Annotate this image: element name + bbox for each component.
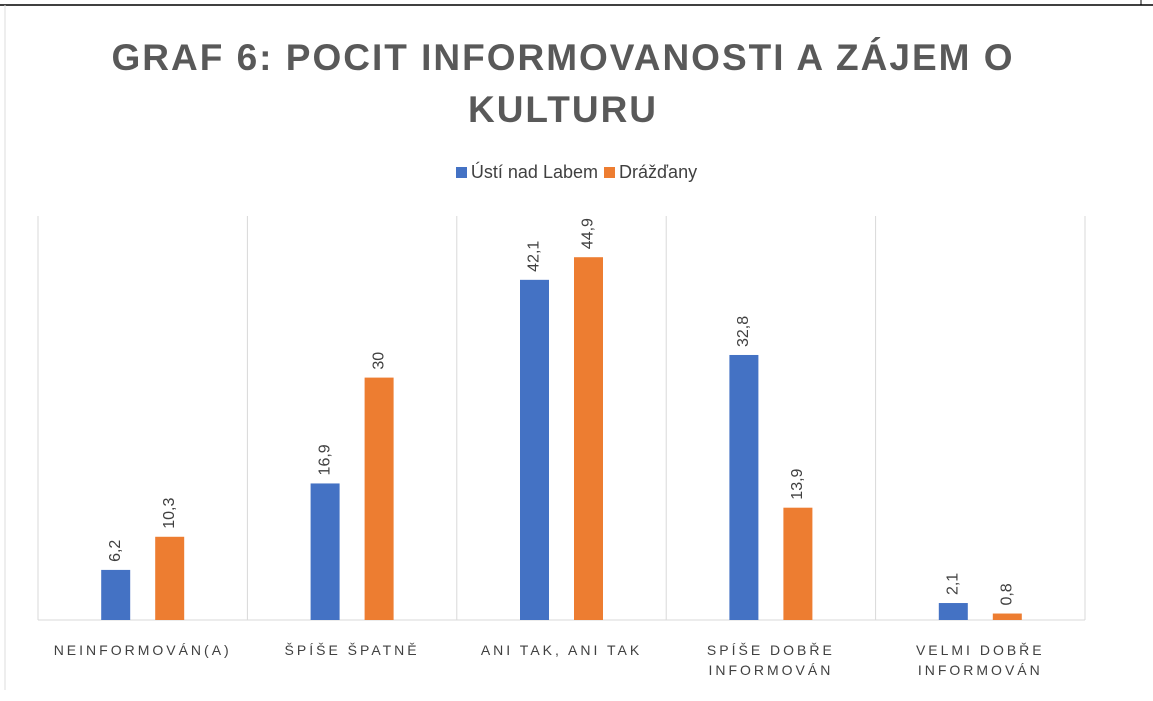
legend-item: Drážďany	[603, 162, 698, 183]
x-tick-label: NEINFORMOVÁN(A)	[53, 642, 232, 658]
bar	[364, 377, 394, 620]
data-label: 32,8	[735, 316, 752, 347]
bar	[938, 603, 968, 620]
chart-title: GRAF 6: POCIT INFORMOVANOSTI A ZÁJEM O K…	[111, 37, 1015, 130]
data-label: 6,2	[107, 540, 124, 562]
data-label: 13,9	[789, 468, 806, 499]
x-tick-label: ŠPÍŠE ŠPATNĚ	[284, 642, 420, 658]
x-tick-label: SPÍŠE DOBŘE INFORMOVÁN	[706, 642, 835, 678]
legend-label: Ústí nad Labem	[470, 162, 598, 182]
legend-swatch	[455, 167, 467, 178]
legend: Ústí nad Labem Drážďany	[0, 162, 1153, 183]
data-label: 16,9	[316, 444, 333, 475]
bar	[992, 613, 1022, 620]
data-label: 0,8	[999, 583, 1016, 605]
x-tick-label: ANI TAK, ANI TAK	[480, 642, 643, 658]
legend-item: Ústí nad Labem	[455, 162, 598, 183]
data-label: 30	[370, 352, 387, 370]
legend-label: Drážďany	[618, 162, 698, 182]
bar	[155, 536, 185, 620]
data-label: 2,1	[945, 573, 962, 595]
x-tick-label: VELMI DOBŘE INFORMOVÁN	[915, 642, 1045, 678]
legend-swatch	[603, 167, 615, 178]
data-label: 42,1	[526, 241, 543, 272]
bar	[101, 569, 131, 620]
bar	[729, 354, 759, 620]
data-label: 44,9	[580, 218, 597, 249]
bar	[783, 507, 813, 620]
bar	[520, 279, 549, 620]
data-label: 10,3	[161, 498, 178, 529]
bar	[310, 483, 340, 620]
bar	[574, 257, 603, 620]
